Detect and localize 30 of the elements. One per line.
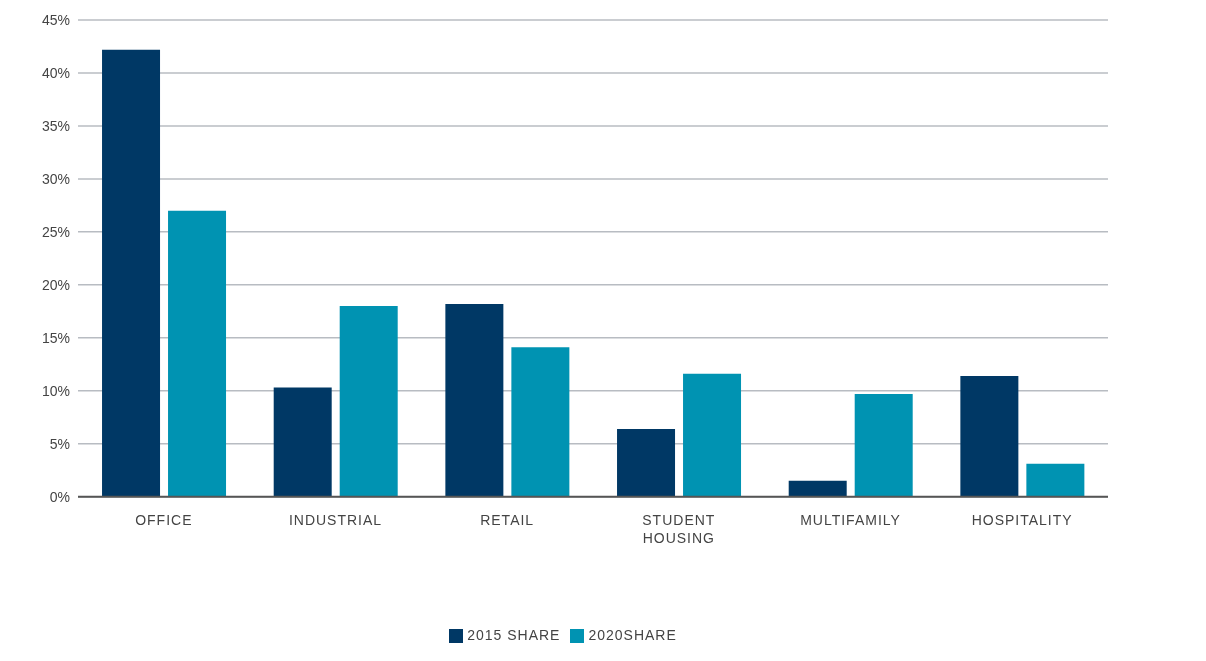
y-tick-label: 35% [41,117,70,134]
legend-label: 2020SHARE [588,626,677,643]
y-tick-label: 40% [41,64,70,81]
x-tick-label: STUDENT HOUSING [642,511,716,546]
y-tick-label: 0% [49,488,70,505]
y-tick-label: 30% [41,170,70,187]
y-tick-label: 15% [41,329,70,346]
bar [960,375,1019,497]
y-tick-label: 25% [41,223,70,240]
bar [788,480,847,497]
legend-label: 2015 SHARE [467,626,561,643]
bar [683,373,742,497]
bar [854,393,913,497]
x-tick-label: OFFICE [135,511,193,528]
y-tick-label: 20% [41,276,70,293]
bar [617,428,676,497]
x-tick-label: MULTIFAMILY [800,511,901,528]
y-tick-label: 10% [41,382,70,399]
y-tick-label: 45% [41,11,70,28]
x-tick-label: RETAIL [480,511,535,528]
bar [1026,463,1085,497]
bar [102,49,161,497]
x-tick-label: INDUSTRIAL [288,511,383,528]
bar [339,306,398,497]
x-tick-label: HOSPITALITY [971,511,1073,528]
y-tick-label: 5% [49,435,70,452]
bar [511,347,570,497]
bar [168,210,227,497]
bar [273,387,332,497]
bar [445,303,504,497]
